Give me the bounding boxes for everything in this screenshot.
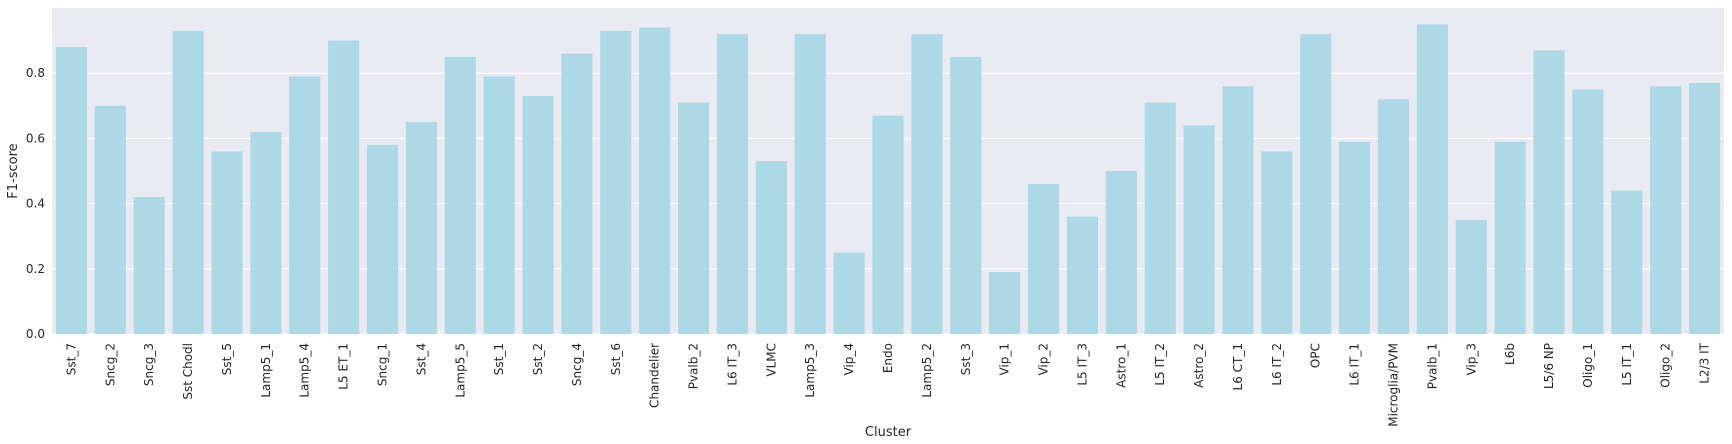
- y-tick-label: 0.4: [26, 197, 45, 211]
- bar: [483, 76, 515, 335]
- y-tick-label: 0.2: [26, 262, 45, 276]
- x-tick-label: L6 IT_3: [725, 343, 739, 386]
- x-tick-label: Pvalb_1: [1425, 343, 1439, 389]
- x-tick-label: Vip_3: [1464, 343, 1478, 376]
- bar: [444, 56, 476, 335]
- y-tick-labels: 0.0 0.2 0.4 0.6 0.8: [26, 66, 45, 341]
- bar: [1222, 86, 1254, 335]
- x-tick-label: L5 IT_2: [1153, 343, 1167, 386]
- x-tick-label: L5/6 NP: [1542, 343, 1556, 389]
- bar: [1144, 102, 1176, 334]
- bar: [328, 40, 360, 334]
- x-tick-label: Pvalb_2: [687, 343, 701, 389]
- bar: [1494, 141, 1526, 334]
- bar: [405, 122, 437, 334]
- x-tick-label: Vip_1: [998, 343, 1012, 376]
- y-tick-label: 0.6: [26, 131, 45, 145]
- bar: [950, 56, 982, 335]
- bar: [1650, 86, 1682, 335]
- x-tick-label: Sncg_1: [376, 343, 390, 386]
- bar: [600, 30, 632, 334]
- y-axis-label: F1-score: [6, 143, 21, 198]
- bar: [872, 115, 904, 334]
- bar: [989, 272, 1021, 334]
- y-tick-label: 0.8: [26, 66, 45, 80]
- x-tick-label: Oligo_1: [1581, 343, 1595, 388]
- bar: [1416, 24, 1448, 335]
- x-tick-label: Sncg_3: [142, 343, 156, 386]
- x-tick-label: Lamp5_4: [298, 343, 312, 398]
- y-tick-label: 0.0: [26, 327, 45, 341]
- bar: [1611, 190, 1643, 334]
- x-tick-label: L2/3 IT: [1698, 342, 1712, 383]
- x-tick-label: VLMC: [764, 343, 778, 377]
- bar: [561, 53, 593, 334]
- bar: [1261, 151, 1293, 334]
- x-tick-label: Lamp5_3: [803, 343, 817, 398]
- x-tick-label: L6 IT_2: [1270, 343, 1284, 386]
- x-tick-label: OPC: [1309, 343, 1323, 368]
- bar: [172, 30, 204, 334]
- bar: [1066, 216, 1098, 334]
- bar: [55, 47, 87, 335]
- x-tick-label: L5 IT_1: [1620, 343, 1634, 386]
- bar: [1339, 141, 1371, 334]
- x-tick-label: L6 CT_1: [1231, 343, 1245, 390]
- x-tick-label: L6 IT_1: [1348, 343, 1362, 386]
- x-tick-label: Oligo_2: [1659, 343, 1673, 388]
- x-tick-label: Vip_2: [1037, 343, 1051, 376]
- x-tick-label: L5 ET_1: [337, 343, 351, 390]
- bar: [522, 96, 554, 335]
- x-tick-label: L6b: [1503, 343, 1517, 365]
- x-tick-label: Astro_2: [1192, 343, 1206, 388]
- bar: [911, 34, 943, 335]
- bar: [1027, 184, 1060, 334]
- x-tick-label: Sst_7: [64, 343, 78, 375]
- x-axis-label: Cluster: [865, 425, 912, 440]
- bar: [1455, 219, 1487, 334]
- x-tick-label: Microglia/PVM: [1386, 343, 1400, 427]
- bar: [133, 197, 165, 334]
- x-tick-label: Sst_6: [609, 343, 623, 375]
- x-tick-labels: Sst_7 Sncg_2 Sncg_3 Sst Chodl Sst_5 Lamp5_1 La…: [64, 342, 1711, 426]
- x-tick-label: Lamp5_1: [259, 343, 273, 398]
- bar: [1105, 171, 1137, 334]
- x-tick-label: Sst_2: [531, 343, 545, 375]
- x-tick-label: Lamp5_5: [453, 343, 467, 398]
- bar: [1183, 125, 1215, 334]
- x-tick-label: Sst Chodl: [181, 343, 195, 400]
- bar: [794, 34, 826, 335]
- bar: [755, 161, 787, 334]
- x-tick-label: L5 IT_3: [1075, 343, 1089, 386]
- bar: [1300, 34, 1332, 335]
- x-tick-label: Endo: [881, 343, 895, 373]
- bar: [1572, 89, 1604, 334]
- bars: [55, 24, 1721, 335]
- x-tick-label: Vip_4: [842, 343, 856, 376]
- x-tick-label: Chandelier: [648, 343, 662, 408]
- x-tick-label: Sst_3: [959, 343, 973, 375]
- x-tick-label: Sst_1: [492, 343, 506, 375]
- bar: [289, 76, 321, 335]
- bar: [639, 27, 671, 335]
- bar: [716, 34, 749, 335]
- bar: [1689, 82, 1721, 334]
- bar: [833, 252, 865, 334]
- x-tick-label: Astro_1: [1114, 343, 1128, 388]
- x-tick-label: Lamp5_2: [920, 343, 934, 398]
- bar: [94, 105, 126, 334]
- bar: [250, 131, 282, 334]
- bar: [211, 151, 243, 334]
- x-tick-label: Sncg_2: [103, 343, 117, 386]
- bar: [678, 102, 710, 334]
- bar: [1377, 99, 1410, 334]
- x-tick-label: Sst_4: [414, 343, 428, 375]
- bar: [1533, 50, 1565, 334]
- x-tick-label: Sncg_4: [570, 343, 584, 386]
- x-tick-label: Sst_5: [220, 343, 234, 375]
- bar: [366, 144, 399, 334]
